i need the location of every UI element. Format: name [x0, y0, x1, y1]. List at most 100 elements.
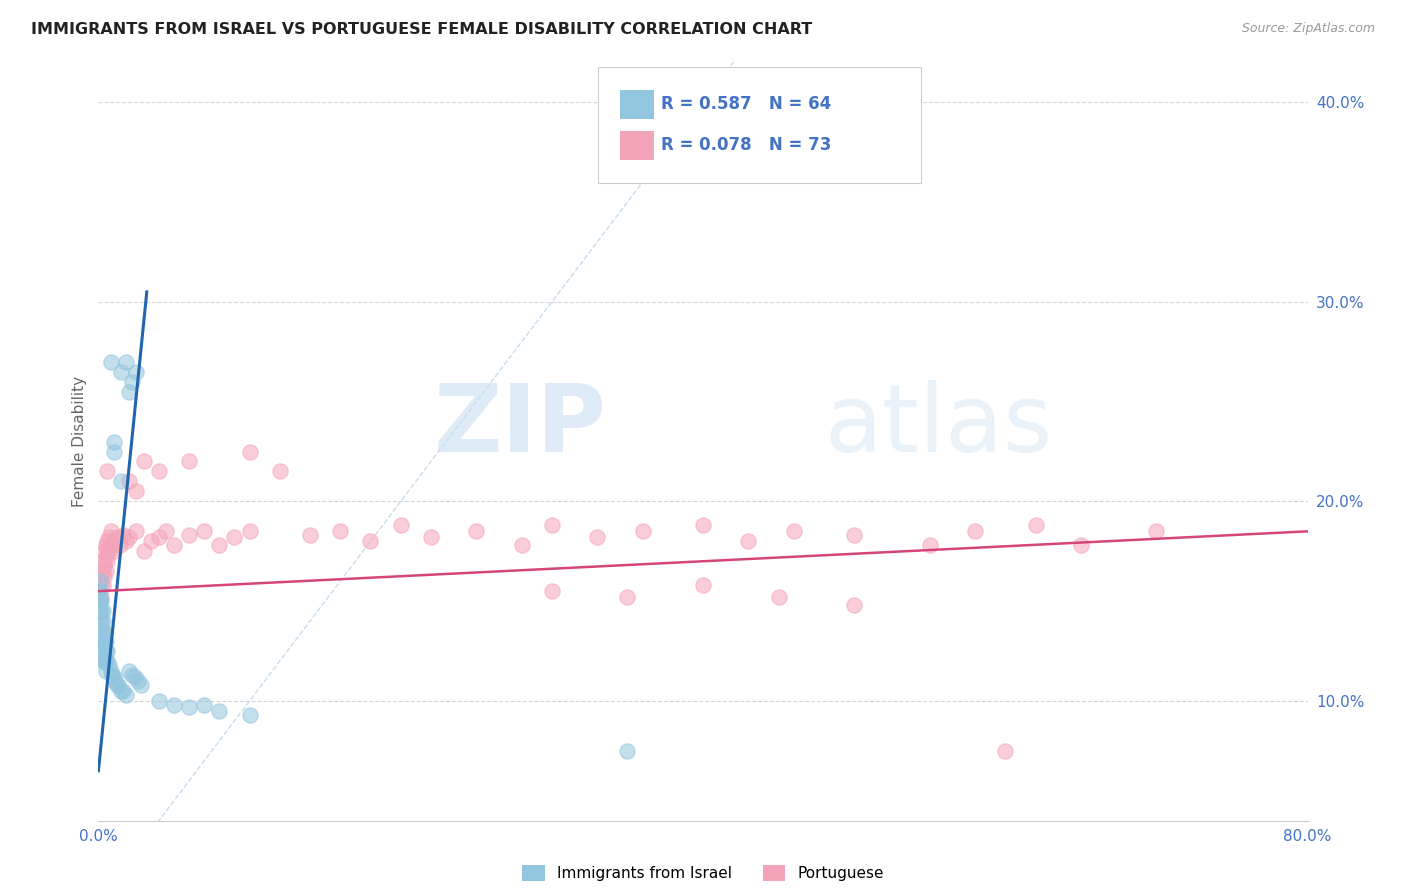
Point: [89, 584, 111, 599]
Point: [89, 584, 111, 599]
Point: [103, 434, 125, 449]
Point: [768, 590, 790, 604]
Point: [89, 604, 111, 618]
Text: Source: ZipAtlas.com: Source: ZipAtlas.com: [1241, 22, 1375, 36]
Point: [918, 538, 941, 552]
Point: [965, 524, 987, 539]
Point: [1070, 538, 1092, 552]
Point: [100, 355, 122, 369]
Point: [90, 590, 112, 604]
Point: [586, 530, 609, 544]
Point: [90, 604, 112, 618]
Point: [510, 538, 533, 552]
Point: [94, 538, 117, 552]
Point: [844, 598, 866, 612]
Point: [179, 454, 201, 468]
Point: [124, 670, 146, 684]
Point: [89, 614, 111, 628]
Point: [107, 678, 129, 692]
Point: [141, 534, 163, 549]
Point: [208, 538, 231, 552]
Point: [90, 634, 112, 648]
Point: [389, 518, 412, 533]
Point: [91, 624, 114, 639]
Point: [179, 528, 201, 542]
Point: [193, 524, 215, 539]
Point: [98, 544, 121, 558]
Point: [132, 544, 155, 558]
Legend: Immigrants from Israel, Portuguese: Immigrants from Israel, Portuguese: [522, 865, 884, 881]
Point: [94, 550, 117, 565]
Point: [360, 534, 382, 549]
Text: ZIP: ZIP: [433, 380, 606, 473]
Point: [98, 530, 121, 544]
Point: [94, 654, 117, 668]
Point: [98, 658, 121, 673]
Point: [540, 518, 562, 533]
Point: [239, 444, 262, 458]
Point: [91, 654, 114, 668]
Point: [93, 634, 115, 648]
Point: [118, 384, 141, 399]
Point: [114, 534, 136, 549]
Point: [155, 524, 177, 539]
Point: [1144, 524, 1167, 539]
Point: [89, 604, 111, 618]
Point: [93, 654, 115, 668]
Point: [110, 475, 132, 489]
Point: [91, 554, 114, 568]
Point: [111, 684, 134, 698]
Point: [91, 578, 114, 592]
Text: R = 0.078   N = 73: R = 0.078 N = 73: [661, 136, 831, 154]
Point: [100, 664, 122, 678]
Point: [631, 524, 654, 539]
Point: [93, 644, 115, 658]
Point: [125, 484, 148, 499]
Point: [465, 524, 488, 539]
Point: [91, 614, 114, 628]
Point: [239, 707, 262, 722]
Point: [94, 664, 117, 678]
Point: [90, 614, 112, 628]
Point: [89, 604, 111, 618]
Point: [616, 590, 638, 604]
Point: [737, 534, 759, 549]
Point: [96, 554, 118, 568]
Point: [89, 634, 111, 648]
Point: [111, 528, 134, 542]
Point: [91, 604, 114, 618]
Point: [90, 578, 112, 592]
Point: [994, 744, 1017, 758]
Point: [118, 664, 141, 678]
Point: [125, 524, 148, 539]
Y-axis label: Female Disability: Female Disability: [72, 376, 87, 508]
Point: [94, 634, 117, 648]
Point: [105, 678, 128, 692]
Point: [114, 688, 136, 702]
Point: [89, 624, 111, 639]
Point: [96, 644, 118, 658]
Point: [208, 704, 231, 718]
Point: [90, 624, 112, 639]
Point: [114, 355, 136, 369]
Point: [91, 634, 114, 648]
Point: [93, 570, 115, 584]
Point: [692, 518, 714, 533]
Point: [163, 698, 186, 712]
Point: [96, 544, 118, 558]
Point: [100, 524, 122, 539]
Point: [93, 624, 115, 639]
Point: [91, 564, 114, 578]
Point: [89, 574, 111, 589]
Point: [118, 475, 141, 489]
Point: [299, 528, 322, 542]
Point: [148, 530, 170, 544]
Point: [783, 524, 806, 539]
Point: [110, 365, 132, 379]
Text: atlas: atlas: [824, 380, 1052, 473]
Point: [90, 564, 112, 578]
Point: [148, 465, 170, 479]
Point: [118, 530, 141, 544]
Point: [94, 644, 117, 658]
Point: [96, 465, 118, 479]
